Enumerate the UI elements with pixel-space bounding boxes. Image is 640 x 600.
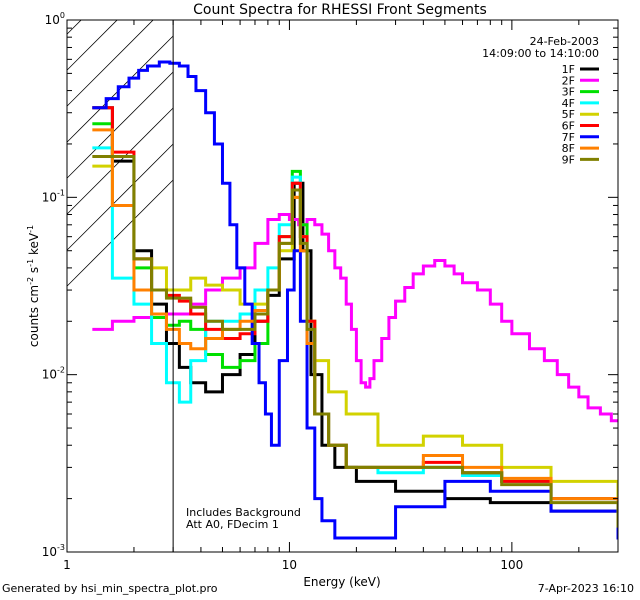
background-hatch-region: [67, 20, 174, 552]
chart-title: Count Spectra for RHESSI Front Segments: [193, 2, 487, 18]
legend-label-1F: 1F: [562, 63, 575, 76]
y-axis-label-exp: -1: [26, 259, 35, 267]
series-line-7F: [92, 60, 618, 540]
legend-label-3F: 3F: [562, 86, 575, 99]
series-line-9F: [92, 154, 618, 528]
axis-ticks: 1 10 100 100 10-1 10-2 10-3: [42, 11, 619, 572]
x-tick-label: 100: [500, 558, 523, 572]
legend-label-4F: 4F: [562, 97, 575, 110]
legend-label-2F: 2F: [562, 74, 575, 87]
x-tick-label: 1: [63, 558, 71, 572]
hatch-line: [67, 20, 82, 35]
y-tick-label: 10-2: [42, 366, 65, 382]
date-label: 24-Feb-2003: [530, 35, 599, 48]
series-line-3F: [92, 122, 618, 523]
y-axis-label-exp: -2: [26, 277, 35, 285]
hatch-line: [67, 20, 154, 107]
hatch-line: [67, 143, 174, 251]
series-layer: [92, 60, 618, 540]
hatch-bounds: [67, 20, 173, 552]
y-axis-label: counts cm-2 s-1 keV-1: [26, 225, 41, 347]
y-axis-label-part: s: [27, 267, 41, 277]
plot-frame: [66, 19, 619, 553]
legend-label-8F: 8F: [562, 142, 575, 155]
footer-generated-by: Generated by hsi_min_spectra_plot.pro: [2, 582, 218, 595]
y-tick-label: 10-1: [42, 188, 65, 204]
hatch-line: [67, 179, 174, 287]
legend-label-9F: 9F: [562, 153, 575, 166]
footer-timestamp: 7-Apr-2023 16:10: [537, 582, 634, 595]
hatch-line: [67, 35, 174, 143]
y-axis-label-part: counts cm: [27, 285, 41, 347]
series-line-2F: [92, 213, 618, 423]
x-axis-label: Energy (keV): [303, 575, 380, 589]
y-tick-label: 100: [45, 11, 65, 27]
series-line-1F: [92, 106, 618, 540]
time-range-label: 14:09:00 to 14:10:00: [482, 47, 599, 60]
annotation-attenuator: Att A0, FDecim 1: [186, 518, 279, 531]
legend-label-7F: 7F: [562, 131, 575, 144]
legend-label-6F: 6F: [562, 120, 575, 133]
legend-label-5F: 5F: [562, 108, 575, 121]
hatch-line: [67, 20, 118, 71]
y-axis-label-exp: -1: [26, 225, 35, 233]
x-tick-label: 10: [282, 558, 297, 572]
y-tick-label: 10-3: [42, 543, 65, 559]
annotation-background: Includes Background: [186, 506, 301, 519]
y-axis-label-part: keV: [27, 232, 41, 259]
hatch-line: [67, 71, 174, 179]
